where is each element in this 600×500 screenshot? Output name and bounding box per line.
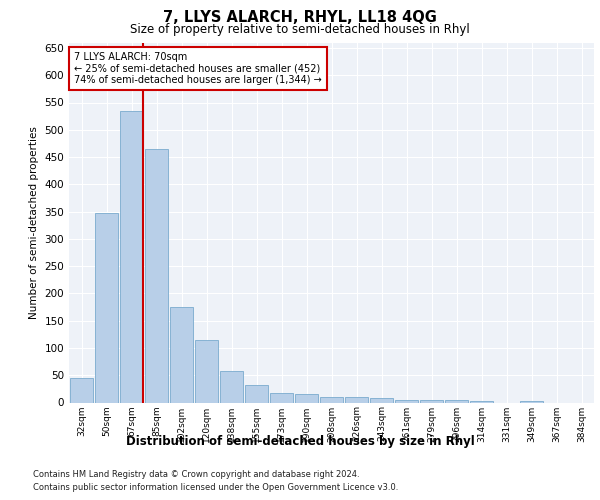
Text: Distribution of semi-detached houses by size in Rhyl: Distribution of semi-detached houses by … <box>125 435 475 448</box>
Bar <box>470 401 493 402</box>
Bar <box>320 397 343 402</box>
Bar <box>370 398 394 402</box>
Bar <box>269 392 293 402</box>
Bar <box>145 149 169 403</box>
Y-axis label: Number of semi-detached properties: Number of semi-detached properties <box>29 126 39 319</box>
Bar <box>194 340 218 402</box>
Bar <box>245 384 268 402</box>
Bar <box>445 400 469 402</box>
Bar <box>520 401 544 402</box>
Text: Size of property relative to semi-detached houses in Rhyl: Size of property relative to semi-detach… <box>130 22 470 36</box>
Bar <box>170 307 193 402</box>
Bar <box>419 400 443 402</box>
Bar <box>119 110 143 403</box>
Bar <box>344 397 368 402</box>
Text: Contains public sector information licensed under the Open Government Licence v3: Contains public sector information licen… <box>33 482 398 492</box>
Bar <box>70 378 94 402</box>
Bar <box>395 400 418 402</box>
Text: Contains HM Land Registry data © Crown copyright and database right 2024.: Contains HM Land Registry data © Crown c… <box>33 470 359 479</box>
Bar <box>220 371 244 402</box>
Text: 7, LLYS ALARCH, RHYL, LL18 4QG: 7, LLYS ALARCH, RHYL, LL18 4QG <box>163 10 437 25</box>
Text: 7 LLYS ALARCH: 70sqm
← 25% of semi-detached houses are smaller (452)
74% of semi: 7 LLYS ALARCH: 70sqm ← 25% of semi-detac… <box>74 52 322 84</box>
Bar <box>295 394 319 402</box>
Bar <box>95 212 118 402</box>
